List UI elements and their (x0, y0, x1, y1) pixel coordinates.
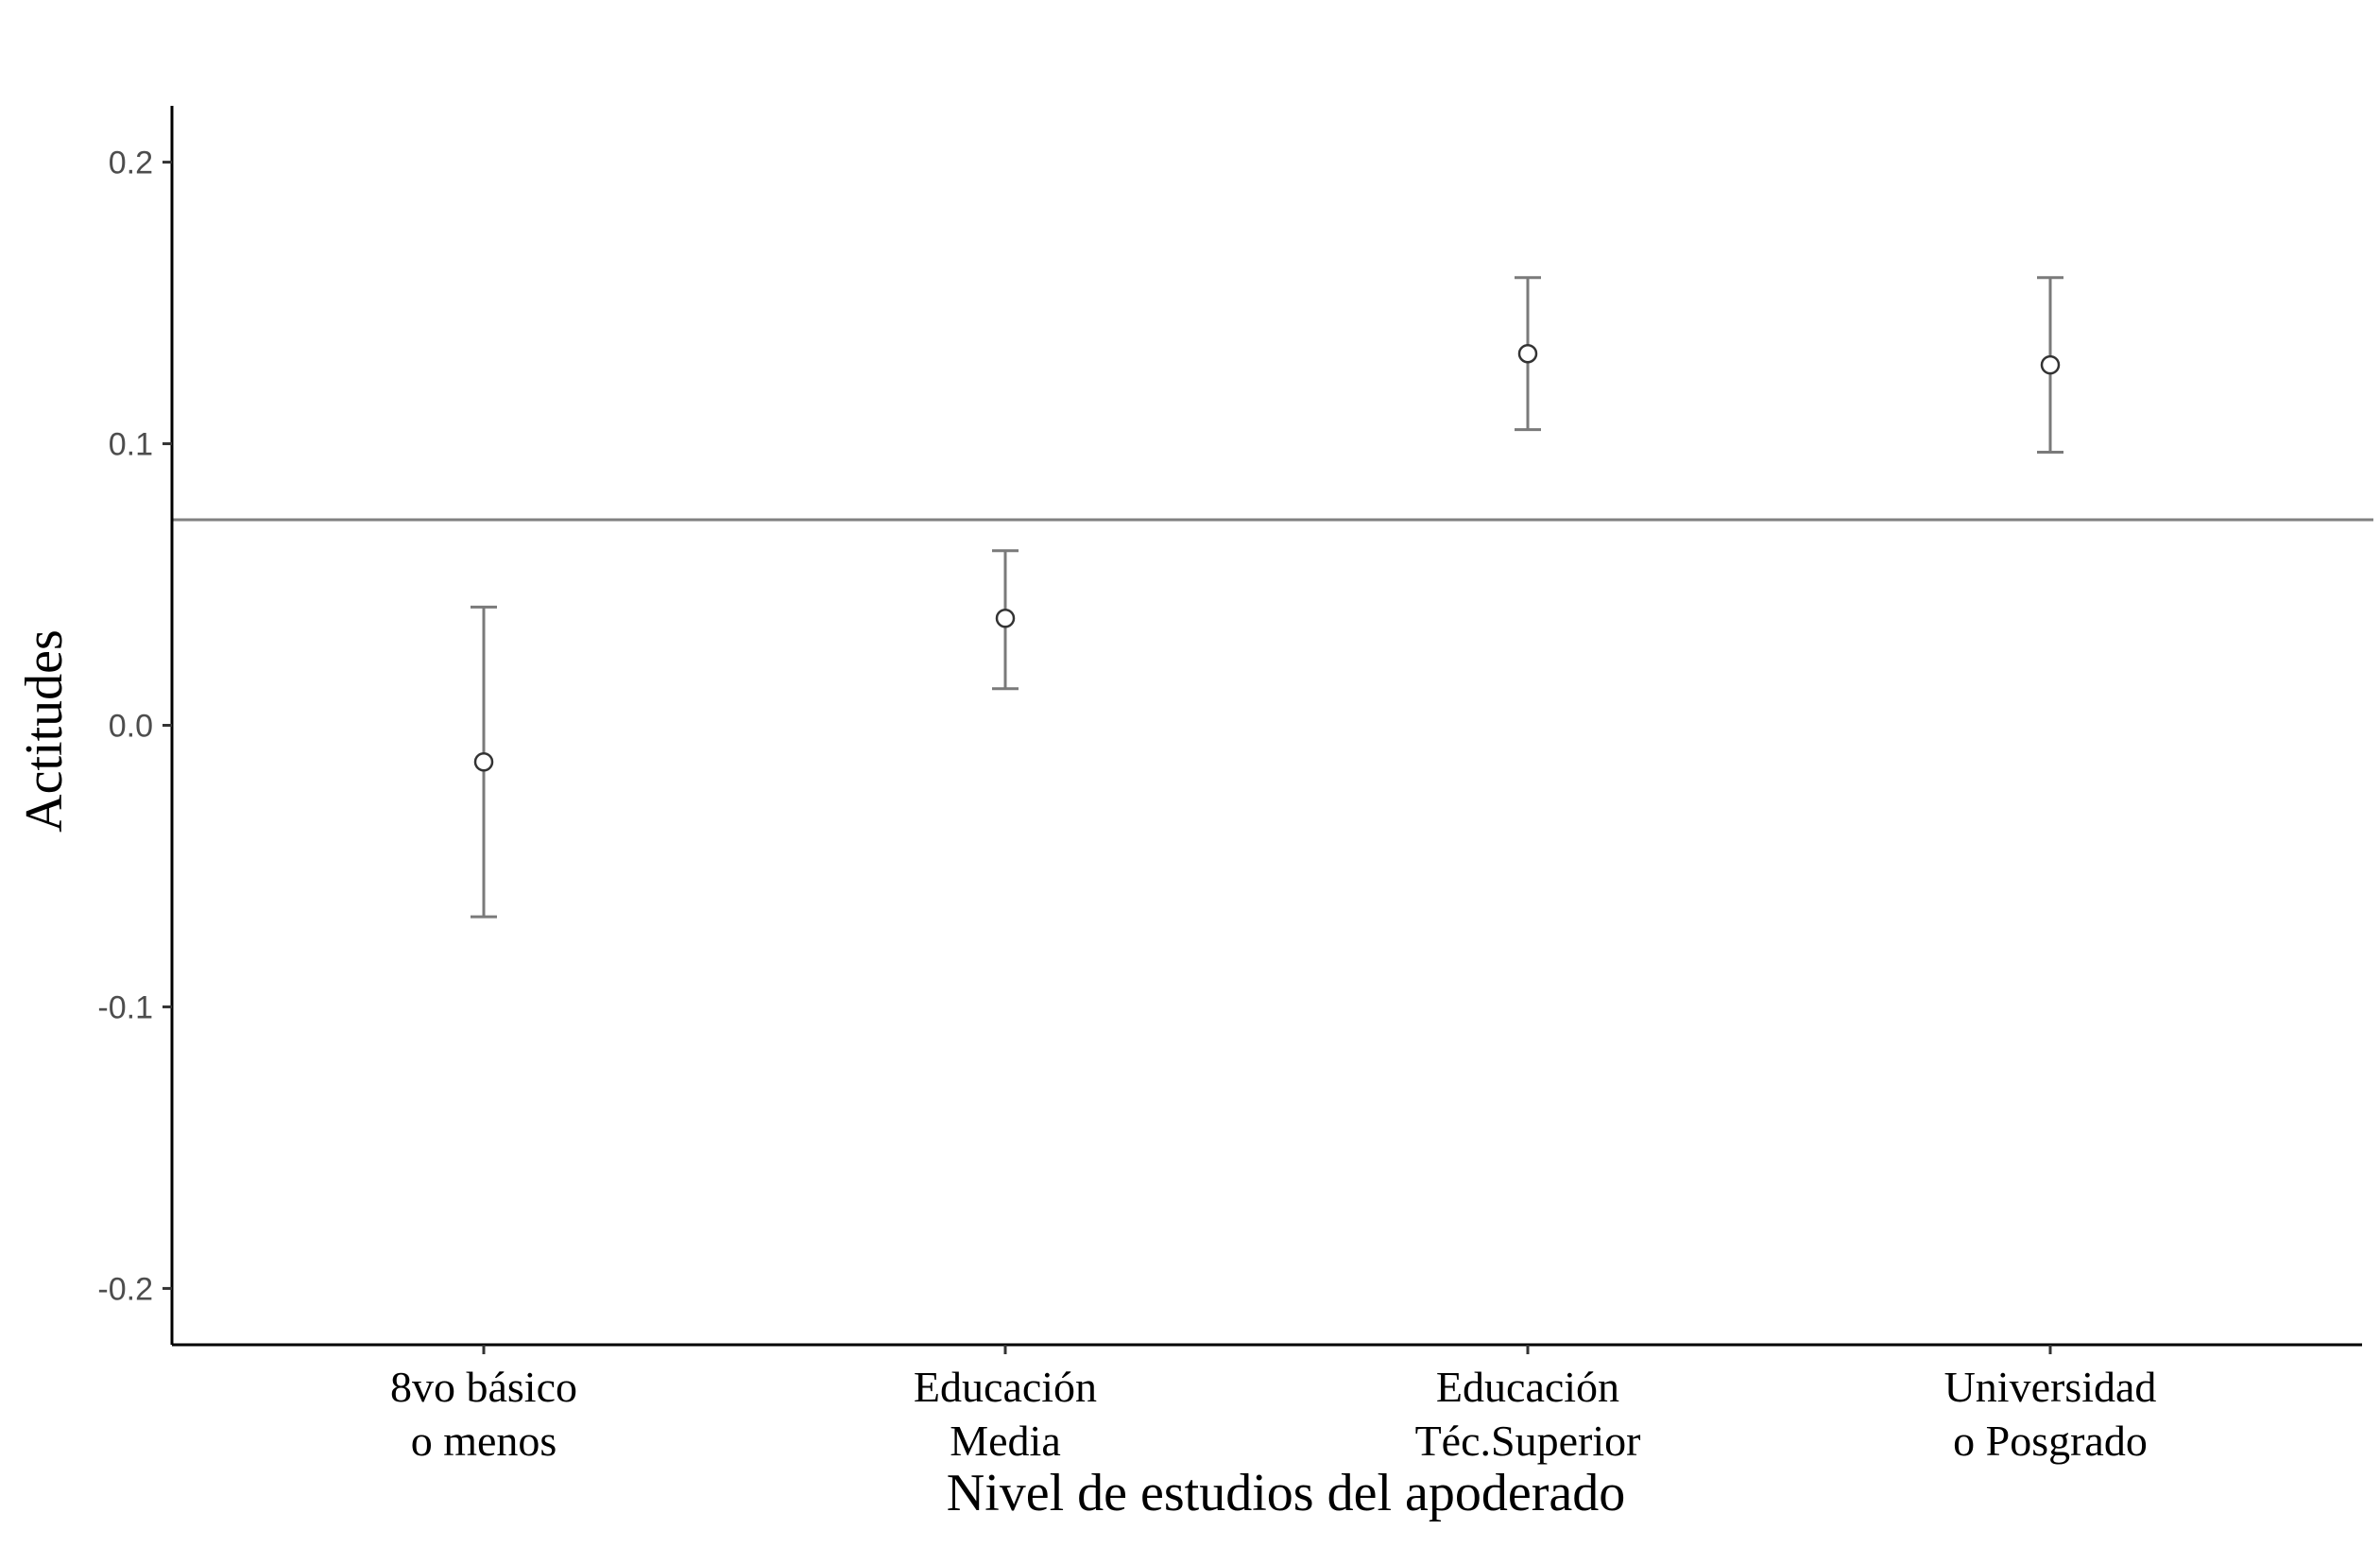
x-axis-title: Nivel de estudios del apoderado (947, 1464, 1625, 1522)
x-tick-label-line: o Posgrado (1953, 1417, 2148, 1465)
data-point (2040, 354, 2061, 375)
data-point (995, 609, 1016, 628)
y-tick-label: -0.1 (97, 989, 153, 1025)
x-tick-label-line: Educación (914, 1363, 1097, 1411)
x-tick-label-line: 8vo básico (390, 1363, 577, 1411)
y-tick-label: -0.2 (97, 1271, 153, 1307)
y-tick-label: 0.2 (109, 146, 153, 181)
y-tick-label: 0.1 (109, 427, 153, 463)
errorbar-group (992, 549, 1019, 691)
data-point (473, 751, 494, 772)
x-tick-label-line: o menos (411, 1417, 557, 1465)
y-tick-label: 0.0 (109, 709, 153, 745)
marks-layer (471, 276, 2063, 919)
x-tick-label-line: Téc.Superior (1415, 1417, 1641, 1465)
data-point (1517, 343, 1538, 364)
ticks-layer: 0.2 0.1 0.0 -0.1 -0.2 8vo básico o menos Educac… (97, 146, 2156, 1465)
x-tick-label-line: Universidad (1944, 1363, 2157, 1411)
errorbar-group (1515, 276, 1541, 432)
x-tick-label: Educación Media (914, 1363, 1097, 1465)
y-axis-title: Actitudes (15, 629, 74, 833)
x-tick-label-line: Media (950, 1417, 1061, 1465)
x-tick-label-line: Educación (1436, 1363, 1619, 1411)
axes-layer (170, 106, 2362, 1347)
errorbar-group (2037, 276, 2063, 454)
errorbar-group (471, 605, 497, 919)
x-tick-label: Educación Téc.Superior (1415, 1363, 1641, 1465)
x-tick-label: Universidad o Posgrado (1944, 1363, 2157, 1465)
x-tick-label: 8vo básico o menos (390, 1363, 577, 1465)
